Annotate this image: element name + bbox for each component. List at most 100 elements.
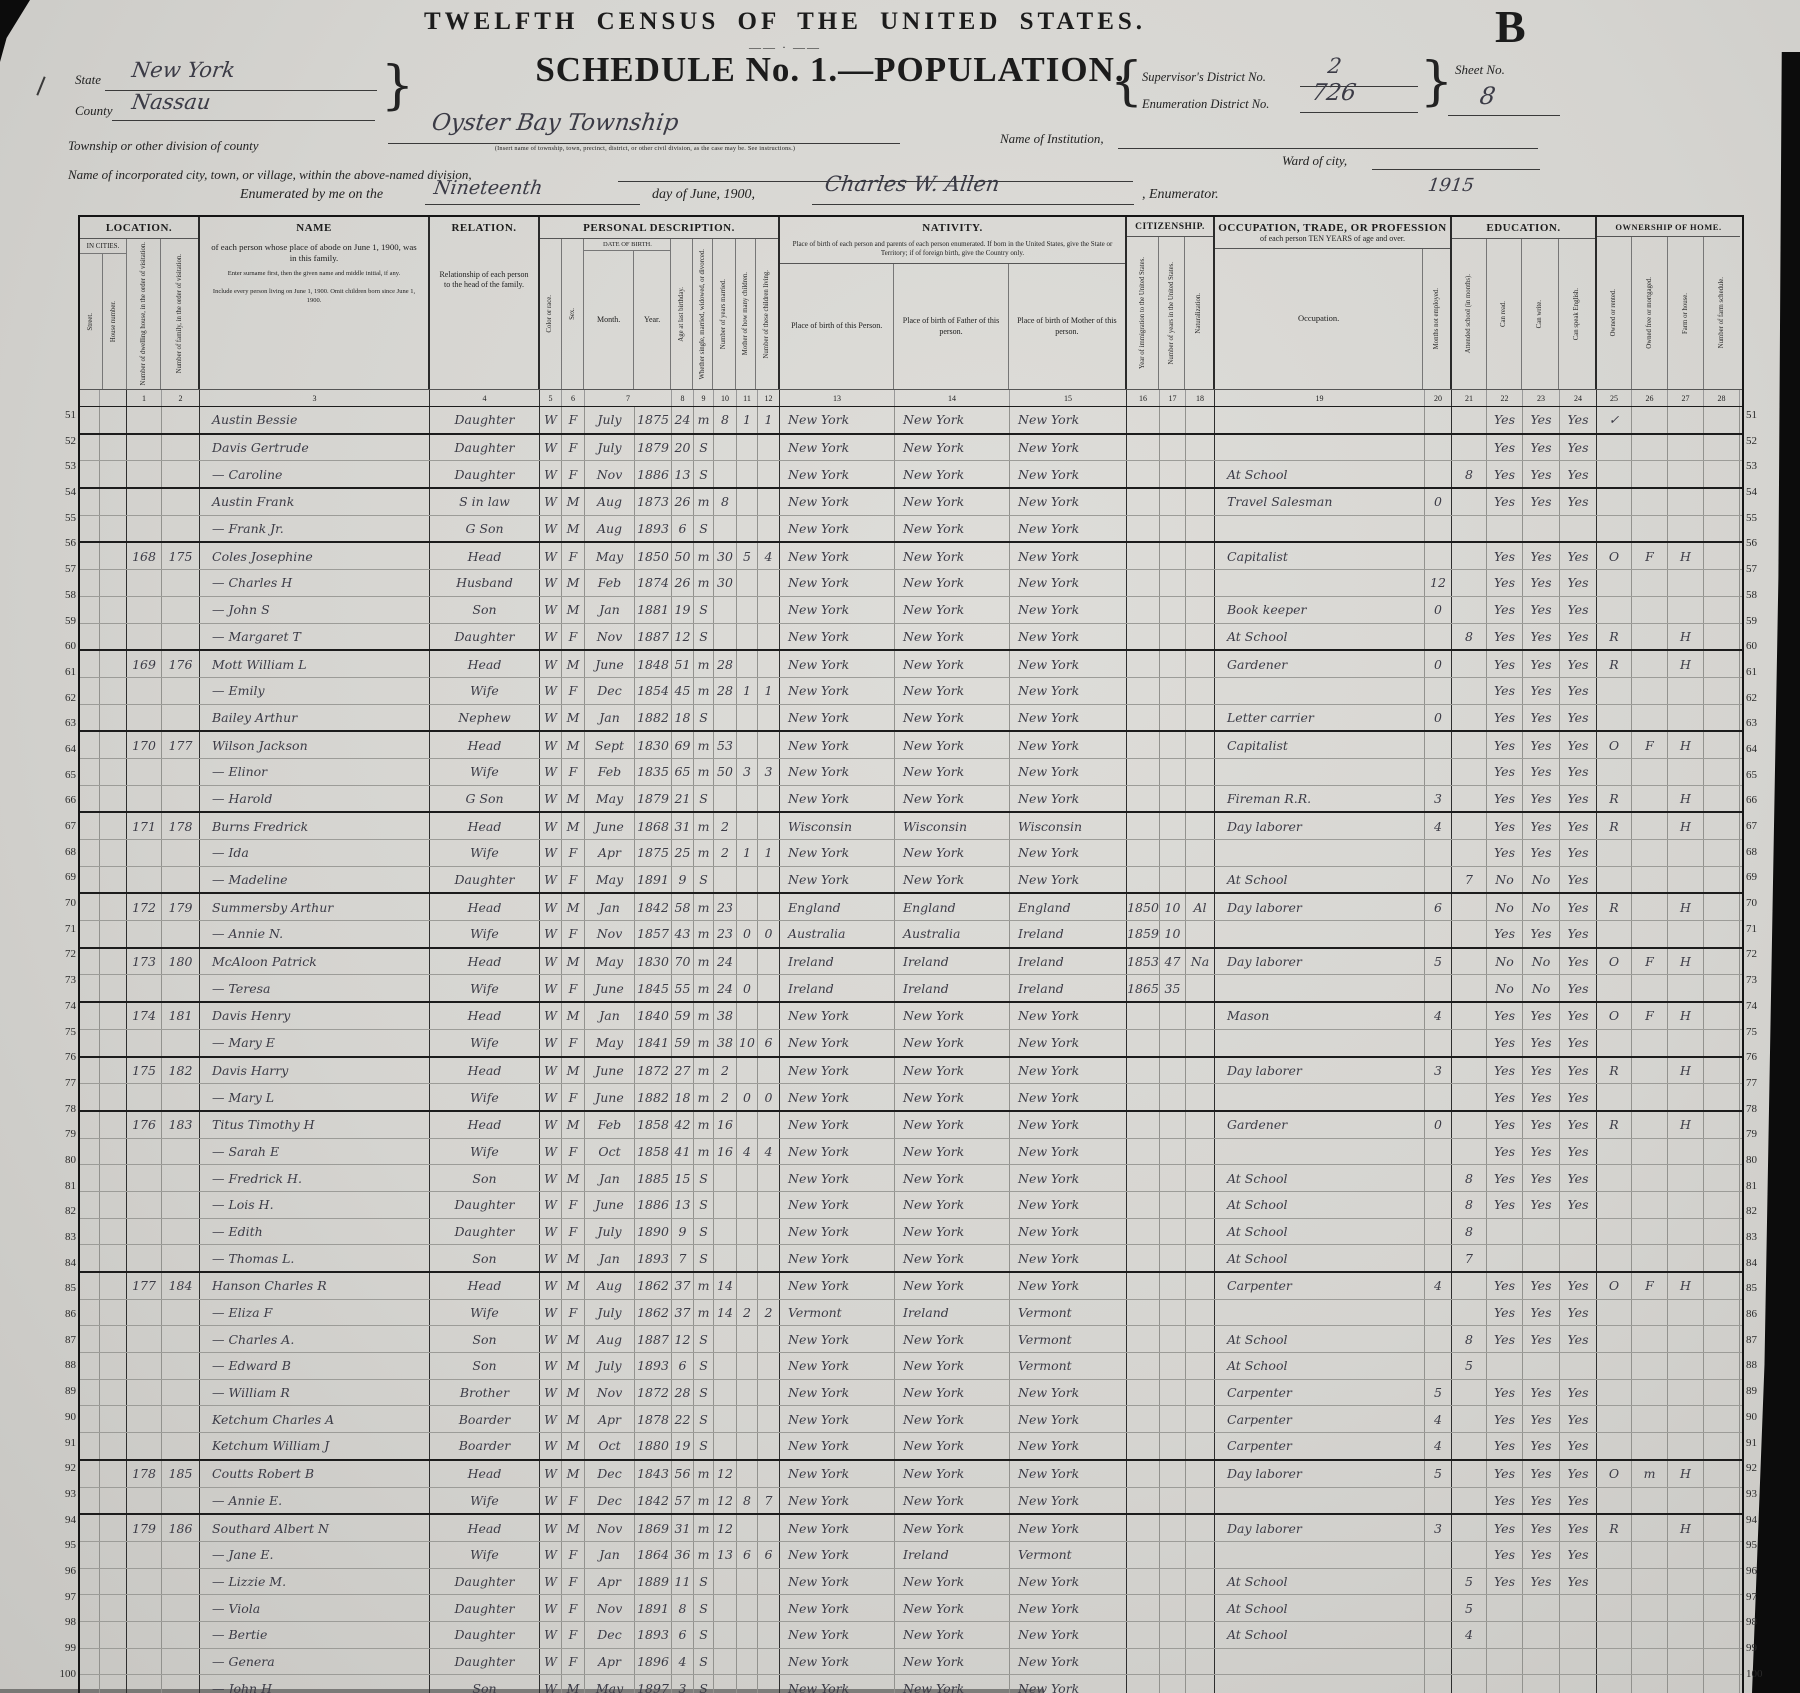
cell: New York <box>1010 434 1127 461</box>
cell: m <box>694 1273 714 1299</box>
cell: F <box>562 434 585 461</box>
cell <box>1668 1138 1704 1165</box>
cell: Yes <box>1560 1273 1597 1299</box>
cell: Yes <box>1523 596 1560 623</box>
cell: W <box>540 596 562 623</box>
cell <box>758 1165 780 1191</box>
cell: M <box>562 489 585 515</box>
cell: F <box>562 1541 585 1568</box>
cell: W <box>540 570 562 596</box>
cell: — Charles A. <box>200 1326 430 1353</box>
row-numbers-right: 51 52 53 54 55 56 57 58 59 60 61 62 63 64 65 66 67 68 69 70… <box>1746 403 1774 1687</box>
city-line <box>618 180 1133 182</box>
column-number: 6 <box>562 390 585 406</box>
row-number: 77 <box>1746 1076 1757 1089</box>
cell <box>758 1515 780 1541</box>
cell: Daughter <box>430 866 540 893</box>
cell: W <box>540 1029 562 1056</box>
cell: New York <box>895 1138 1010 1165</box>
cell: Oct <box>585 1433 635 1459</box>
cell: 1858 <box>635 1138 672 1165</box>
name-note1: Enter surname first, then the given name… <box>227 269 401 277</box>
cell <box>127 407 162 433</box>
cell <box>737 1003 758 1029</box>
cell: Yes <box>1487 840 1523 866</box>
in-cities-box: IN CITIES. Street. House number. <box>80 239 127 389</box>
row-number: 58 <box>1746 588 1757 601</box>
cell: July <box>585 1299 635 1326</box>
cell <box>1425 1487 1452 1514</box>
row-number: 74 <box>65 999 76 1012</box>
cell <box>1425 434 1452 461</box>
cell: Yes <box>1523 1029 1560 1056</box>
cell <box>737 894 758 921</box>
cell <box>127 1595 162 1621</box>
cell: At School <box>1215 461 1425 488</box>
row-number: 91 <box>65 1436 76 1449</box>
row-number: 55 <box>1746 511 1757 524</box>
cell: W <box>540 1460 562 1487</box>
cell: New York <box>1010 1621 1127 1648</box>
cell <box>1632 1029 1668 1056</box>
cell: 1853 <box>1127 948 1160 975</box>
cell <box>1160 596 1186 623</box>
table-row: — Mary L Wife W F June 1882 18 m 2 0 0 New York New … <box>80 1084 1742 1112</box>
cell: 1873 <box>635 489 672 515</box>
cell: Daughter <box>430 1621 540 1648</box>
cell <box>1127 1568 1160 1595</box>
cell <box>1704 1460 1740 1487</box>
column-number: 28 <box>1704 390 1740 406</box>
cell: Yes <box>1523 1084 1560 1110</box>
cell: 2 <box>714 1084 737 1110</box>
state-value: New York <box>130 58 237 82</box>
personal-description-group: PERSONAL DESCRIPTION. Color or race. Sex… <box>540 217 780 389</box>
cell <box>1704 461 1740 488</box>
row-number: 78 <box>65 1102 76 1115</box>
cell <box>714 1433 737 1459</box>
cell: F <box>1632 543 1668 570</box>
cell: Yes <box>1487 1487 1523 1514</box>
row-number: 79 <box>65 1128 76 1141</box>
cell: At School <box>1215 1245 1425 1271</box>
cell <box>737 732 758 758</box>
cell <box>1632 1541 1668 1568</box>
cell: Yes <box>1560 1084 1597 1110</box>
cell <box>1597 1299 1632 1326</box>
cell: 14 <box>714 1299 737 1326</box>
cell <box>1632 1191 1668 1218</box>
cell: F <box>562 543 585 570</box>
row-number: 52 <box>65 434 76 447</box>
cell: m <box>694 407 714 433</box>
cell: Nov <box>585 1515 635 1541</box>
cell <box>1186 1406 1215 1433</box>
cell <box>1186 1515 1215 1541</box>
row-number: 63 <box>65 717 76 730</box>
cell: New York <box>1010 1165 1127 1191</box>
cell <box>1632 1218 1668 1245</box>
cell <box>1632 1515 1668 1541</box>
cell <box>1632 489 1668 515</box>
row-number: 93 <box>65 1487 76 1500</box>
cell: S <box>694 1218 714 1245</box>
cell <box>1452 543 1487 570</box>
cell <box>80 1487 100 1514</box>
cell <box>1704 840 1740 866</box>
cell: W <box>540 1245 562 1271</box>
cell: 8 <box>737 1487 758 1514</box>
cell: No <box>1523 948 1560 975</box>
dob-title: DATE OF BIRTH. <box>584 239 671 251</box>
cell: Yes <box>1487 1406 1523 1433</box>
cell: 6 <box>672 1353 694 1379</box>
cell: Australia <box>780 921 895 947</box>
cell <box>1632 785 1668 812</box>
cell <box>758 1621 780 1648</box>
cell: W <box>540 732 562 758</box>
cell: G Son <box>430 785 540 812</box>
cell <box>1425 1541 1452 1568</box>
cell <box>1452 1029 1487 1056</box>
cell: Yes <box>1560 1111 1597 1138</box>
cell <box>1127 1273 1160 1299</box>
cell <box>1160 1595 1186 1621</box>
cell: — Thomas L. <box>200 1245 430 1271</box>
cell <box>1704 1621 1740 1648</box>
